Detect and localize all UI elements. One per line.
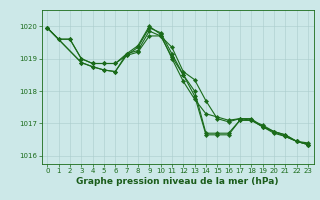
X-axis label: Graphe pression niveau de la mer (hPa): Graphe pression niveau de la mer (hPa)	[76, 177, 279, 186]
